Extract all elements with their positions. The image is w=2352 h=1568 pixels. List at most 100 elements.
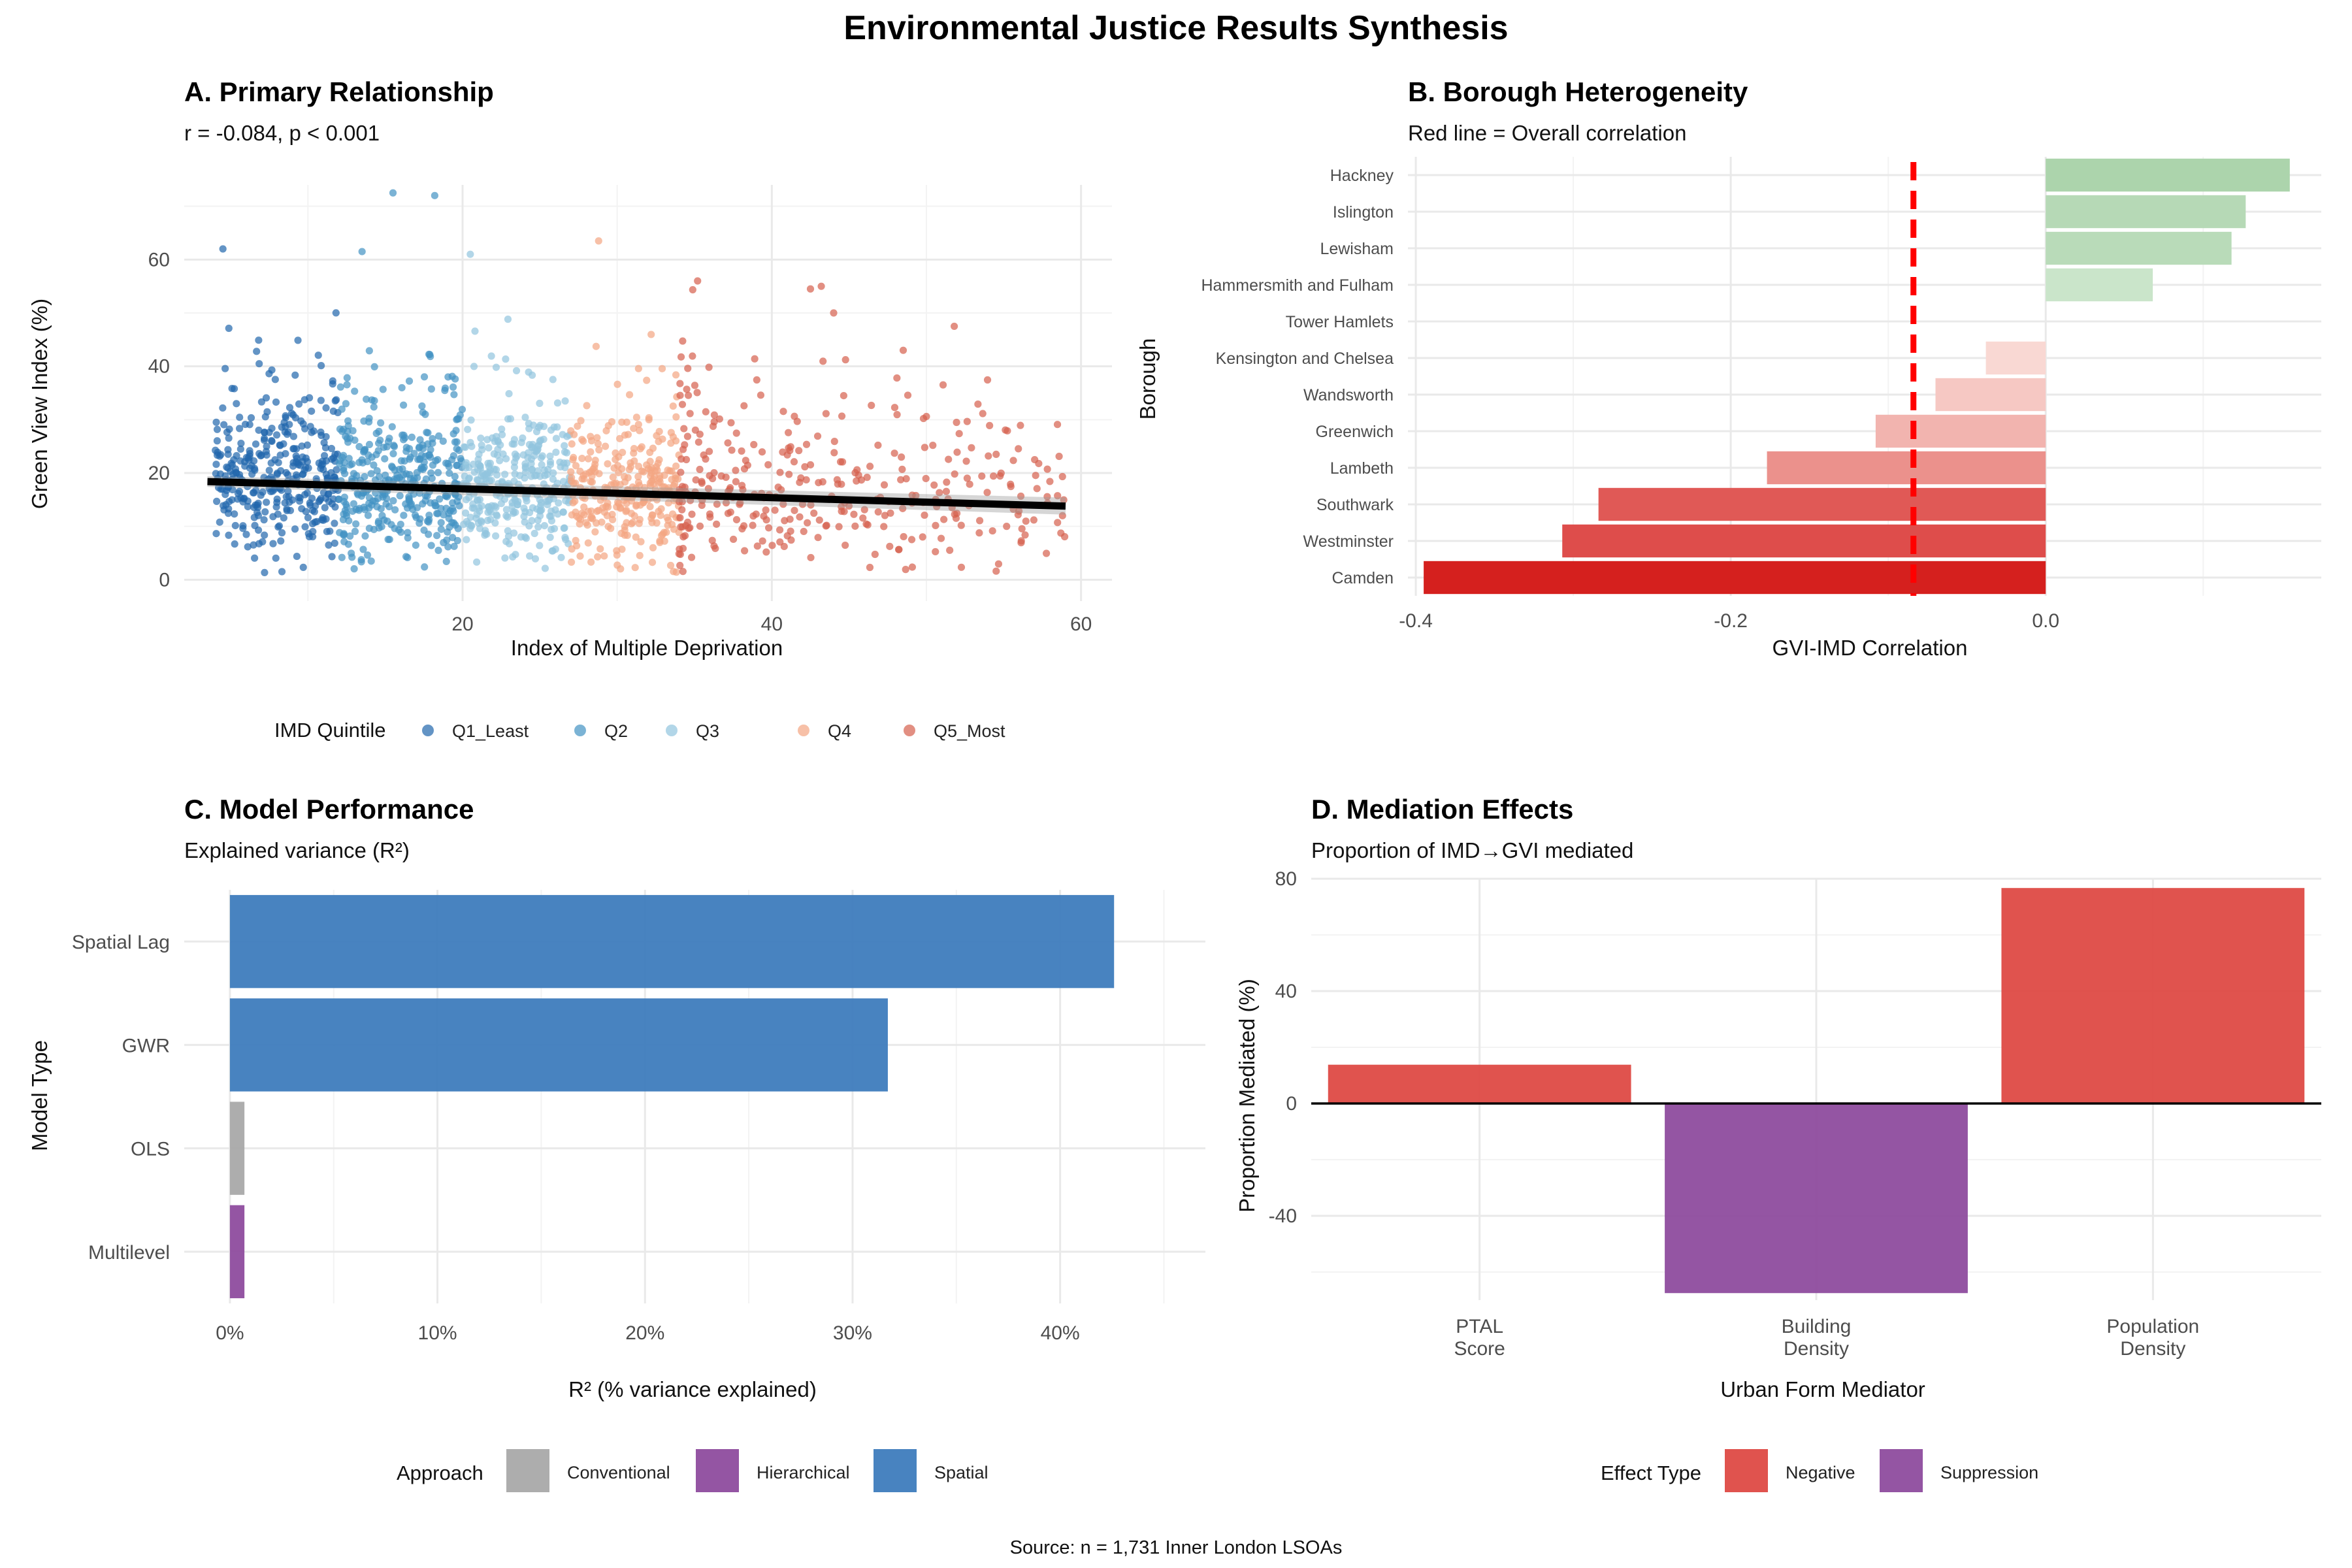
scatter-point [684,365,692,372]
main-title: Environmental Justice Results Synthesis [843,9,1508,47]
scatter-point [880,523,888,531]
scatter-point [375,472,384,481]
scatter-point [458,406,466,414]
scatter-point [451,479,459,487]
legend-swatch [874,1449,917,1492]
scatter-point [406,470,414,478]
scatter-point [275,522,284,530]
scatter-point [291,371,299,379]
scatter-point [355,504,363,512]
scatter-point [255,360,263,368]
scatter-point [604,421,612,430]
scatter-point [344,422,352,430]
scatter-point [618,418,626,426]
scatter-point [293,552,301,561]
scatter-point [1054,492,1062,500]
bar-lewisham [2046,231,2232,265]
scatter-point [360,417,368,425]
scatter-point [462,509,470,517]
scatter-point [656,537,664,545]
scatter-point [592,342,600,350]
scatter-point [671,480,679,488]
scatter-point [343,374,351,382]
panel-c-legend-title: Approach [397,1462,483,1484]
scatter-point [402,444,410,451]
scatter-point [664,484,673,492]
scatter-point [493,512,501,520]
scatter-point [779,408,787,416]
scatter-point [492,466,500,474]
scatter-point [647,331,655,338]
scatter-point [894,546,903,553]
scatter-point [569,456,577,464]
scatter-point [975,529,983,537]
scatter-point [391,506,399,514]
scatter-point [396,492,404,500]
bar-building-density [1665,1103,1968,1294]
x-tick-label: 40% [1041,1322,1080,1344]
scatter-point [705,363,713,371]
scatter-point [473,496,482,504]
scatter-point [448,534,457,542]
scatter-point [759,537,766,545]
scatter-point [655,427,663,436]
scatter-point [420,373,429,381]
legend-label: Q4 [828,721,851,741]
scatter-point [791,506,798,514]
y-tick-label: -40 [1269,1205,1297,1227]
scatter-point [340,497,348,506]
scatter-point [390,442,398,449]
scatter-point [693,389,701,397]
scatter-point [395,526,403,534]
scatter-point [449,499,457,507]
scatter-point [532,428,541,436]
panel-d-legend: Effect Type Negative Suppression [1601,1449,2038,1492]
scatter-point [576,467,584,475]
scatter-point [676,550,684,559]
scatter-point [1003,523,1011,531]
scatter-point [631,564,639,572]
scatter-point [361,532,369,540]
y-tick-label: Hackney [1330,167,1394,185]
scatter-point [864,521,872,529]
scatter-point [468,442,476,450]
scatter-point [213,437,221,445]
scatter-point [282,468,290,477]
scatter-point [552,448,560,456]
scatter-point [216,452,223,460]
scatter-point [229,485,237,494]
scatter-point [286,421,293,429]
scatter-point [874,441,882,449]
panel-d-ticks: PTALScoreBuildingDensityPopulationDensit… [1269,868,2200,1360]
scatter-point [687,553,696,561]
panel-b-y-axis-label: Borough [1135,338,1160,420]
scatter-point [587,448,595,456]
scatter-point [444,373,452,381]
scatter-point [689,286,696,294]
scatter-point [802,440,811,448]
scatter-point [580,437,587,445]
scatter-point [764,524,773,532]
scatter-point [225,434,233,442]
scatter-point [711,544,719,553]
scatter-point [591,456,599,465]
panel-a-subtitle: r = -0.084, p < 0.001 [184,121,380,145]
scatter-point [624,431,632,438]
scatter-point [510,477,518,485]
scatter-point [251,466,259,474]
scatter-point [810,509,818,517]
scatter-point [351,387,359,395]
scatter-point [311,518,319,526]
scatter-point [295,400,303,408]
scatter-point [213,497,221,505]
scatter-point [850,510,858,518]
scatter-point [444,528,451,536]
panel-d-y-axis-label: Proportion Mediated (%) [1235,979,1259,1213]
scatter-point [672,462,680,470]
scatter-point [683,433,692,440]
scatter-point [1055,452,1063,461]
scatter-point [440,538,448,547]
scatter-point [600,552,608,560]
scatter-point [333,466,340,474]
scatter-point [736,499,744,507]
